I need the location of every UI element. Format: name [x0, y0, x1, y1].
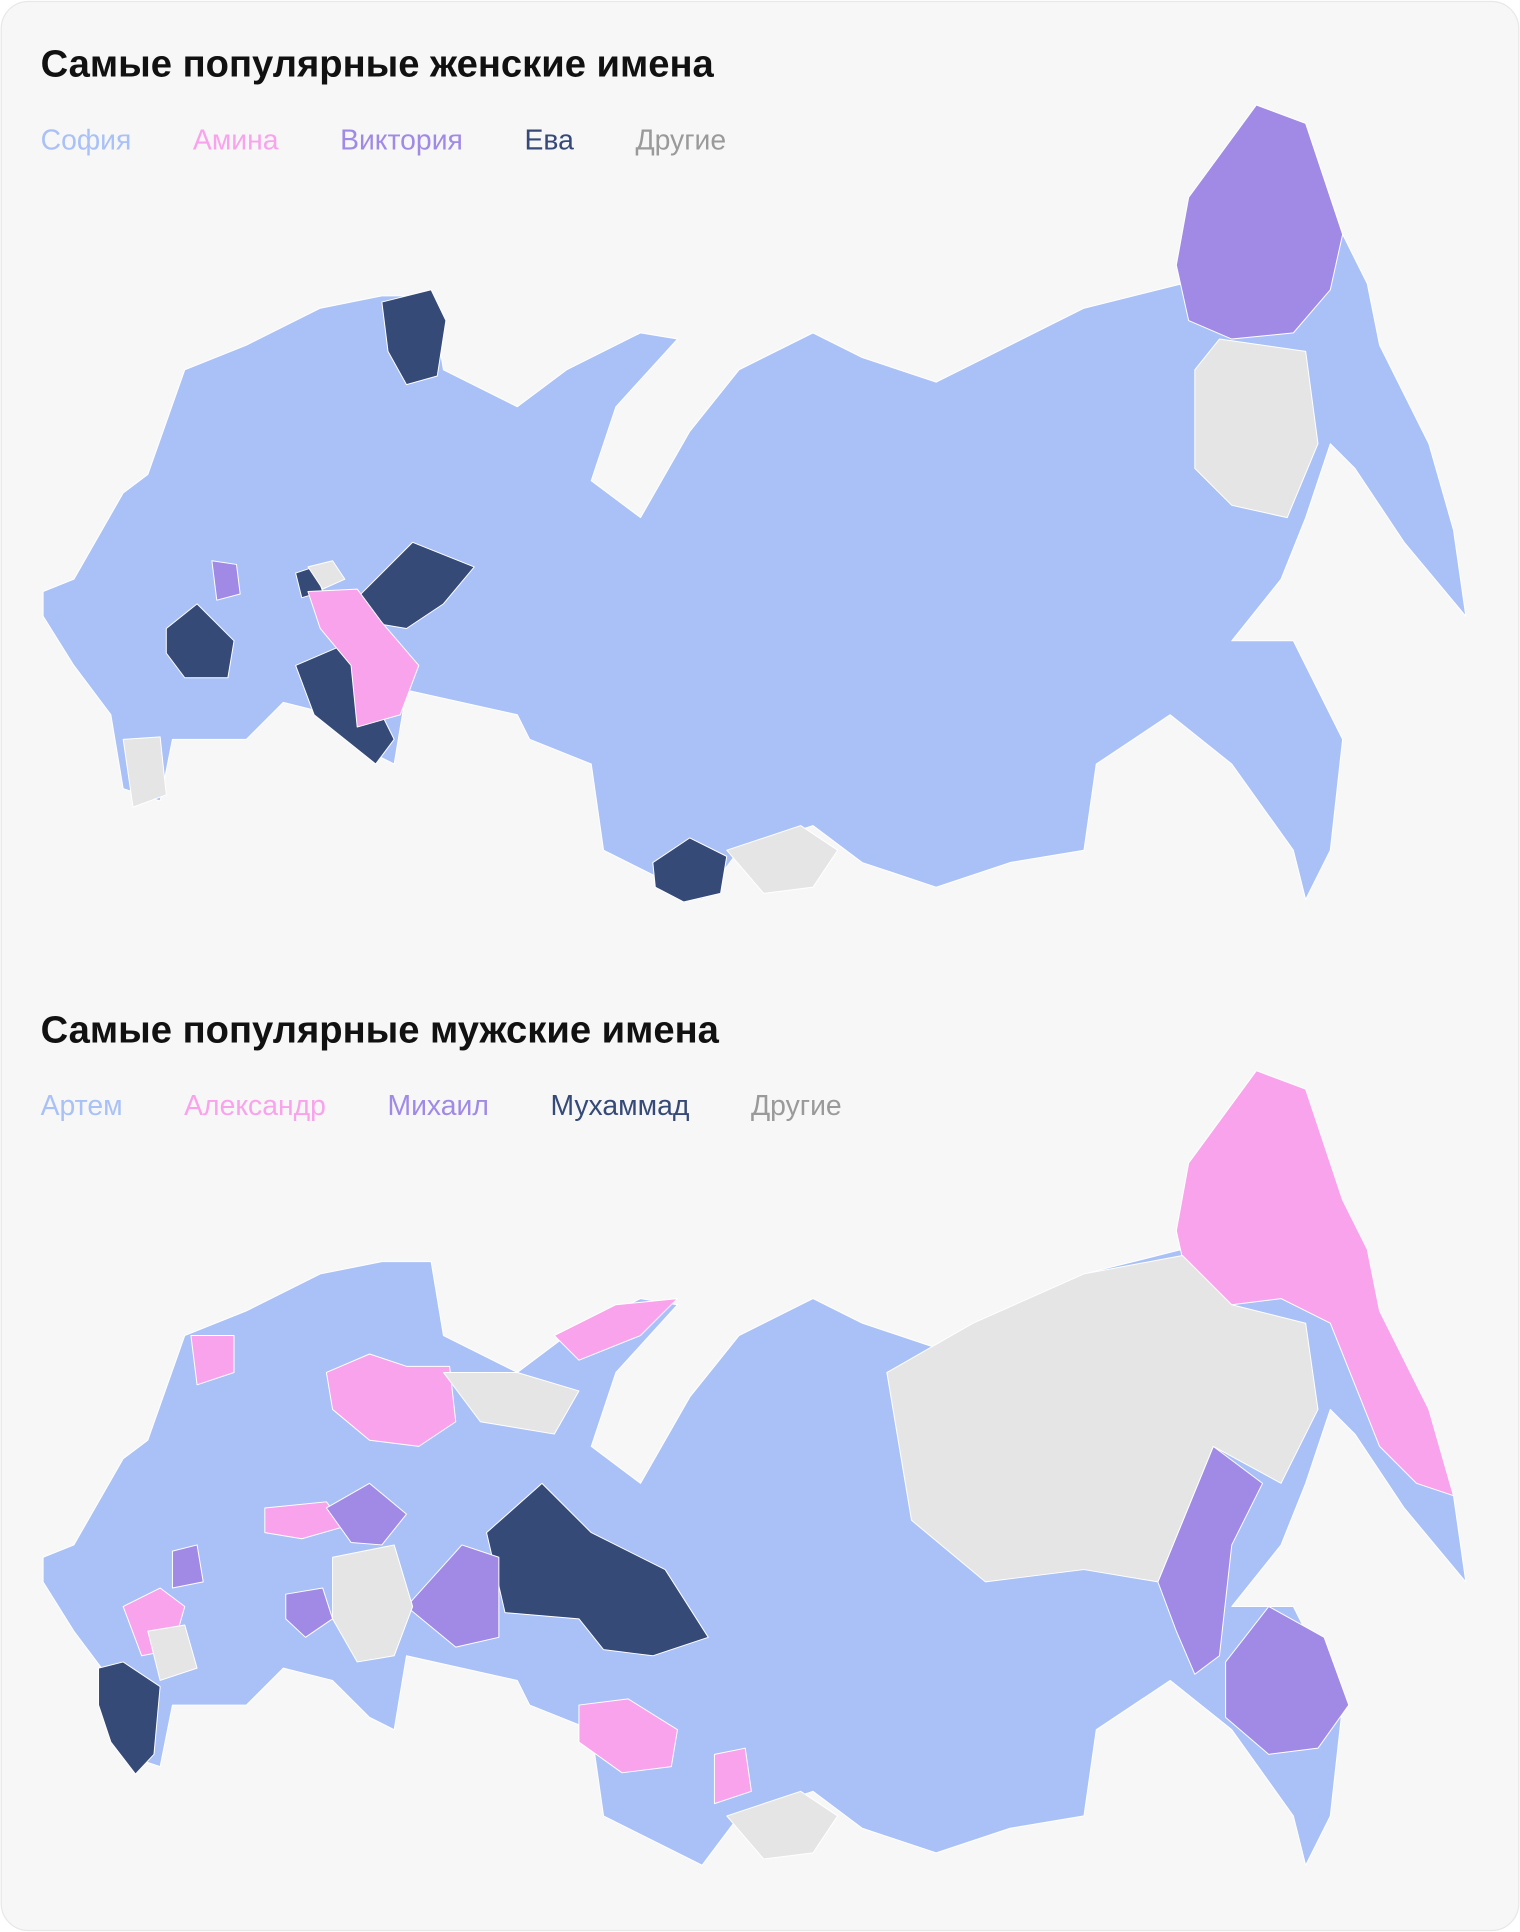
region	[122, 736, 167, 808]
region	[307, 560, 346, 590]
region	[1175, 1070, 1454, 1497]
region	[307, 588, 420, 728]
region	[381, 289, 447, 386]
region	[190, 1335, 235, 1386]
region	[171, 1544, 204, 1589]
region	[147, 1624, 198, 1681]
region	[285, 1587, 334, 1638]
region	[1175, 104, 1344, 340]
legend-item: София	[41, 124, 132, 156]
region	[652, 837, 728, 903]
region	[486, 1482, 709, 1657]
region	[325, 1353, 457, 1447]
region	[165, 603, 235, 679]
region	[553, 1298, 678, 1361]
region	[886, 1254, 1319, 1583]
legend-item: Ева	[524, 124, 574, 156]
map	[42, 104, 1467, 903]
region	[211, 560, 241, 601]
legend-item: Другие	[751, 1090, 842, 1122]
region	[264, 1501, 346, 1540]
region	[442, 1371, 580, 1435]
legend-item: Другие	[635, 124, 726, 156]
map-panel: Самые популярные мужские имена Артем Алекс…	[41, 1008, 1467, 1866]
region	[325, 1482, 407, 1546]
region	[405, 1544, 500, 1648]
map-title: Самые популярные женские имена	[41, 43, 715, 86]
legend-item: Виктория	[340, 124, 463, 156]
region	[578, 1698, 678, 1774]
region	[726, 825, 839, 894]
map	[42, 1070, 1467, 1866]
legend-item: Михаил	[387, 1090, 488, 1122]
map-panel: Самые популярные женские имена София Амина…	[41, 43, 1467, 903]
region	[332, 1544, 414, 1663]
region	[98, 1661, 161, 1775]
legend-item: Александр	[184, 1090, 326, 1122]
region	[1157, 1445, 1264, 1675]
region	[713, 1747, 752, 1805]
map-title: Самые популярные мужские имена	[41, 1008, 720, 1051]
legend-item: Артем	[41, 1090, 123, 1122]
legend-item: Мухаммад	[550, 1090, 689, 1122]
region	[1225, 1606, 1350, 1755]
region	[1194, 338, 1319, 519]
legend-item: Амина	[193, 124, 279, 156]
region	[726, 1790, 839, 1860]
